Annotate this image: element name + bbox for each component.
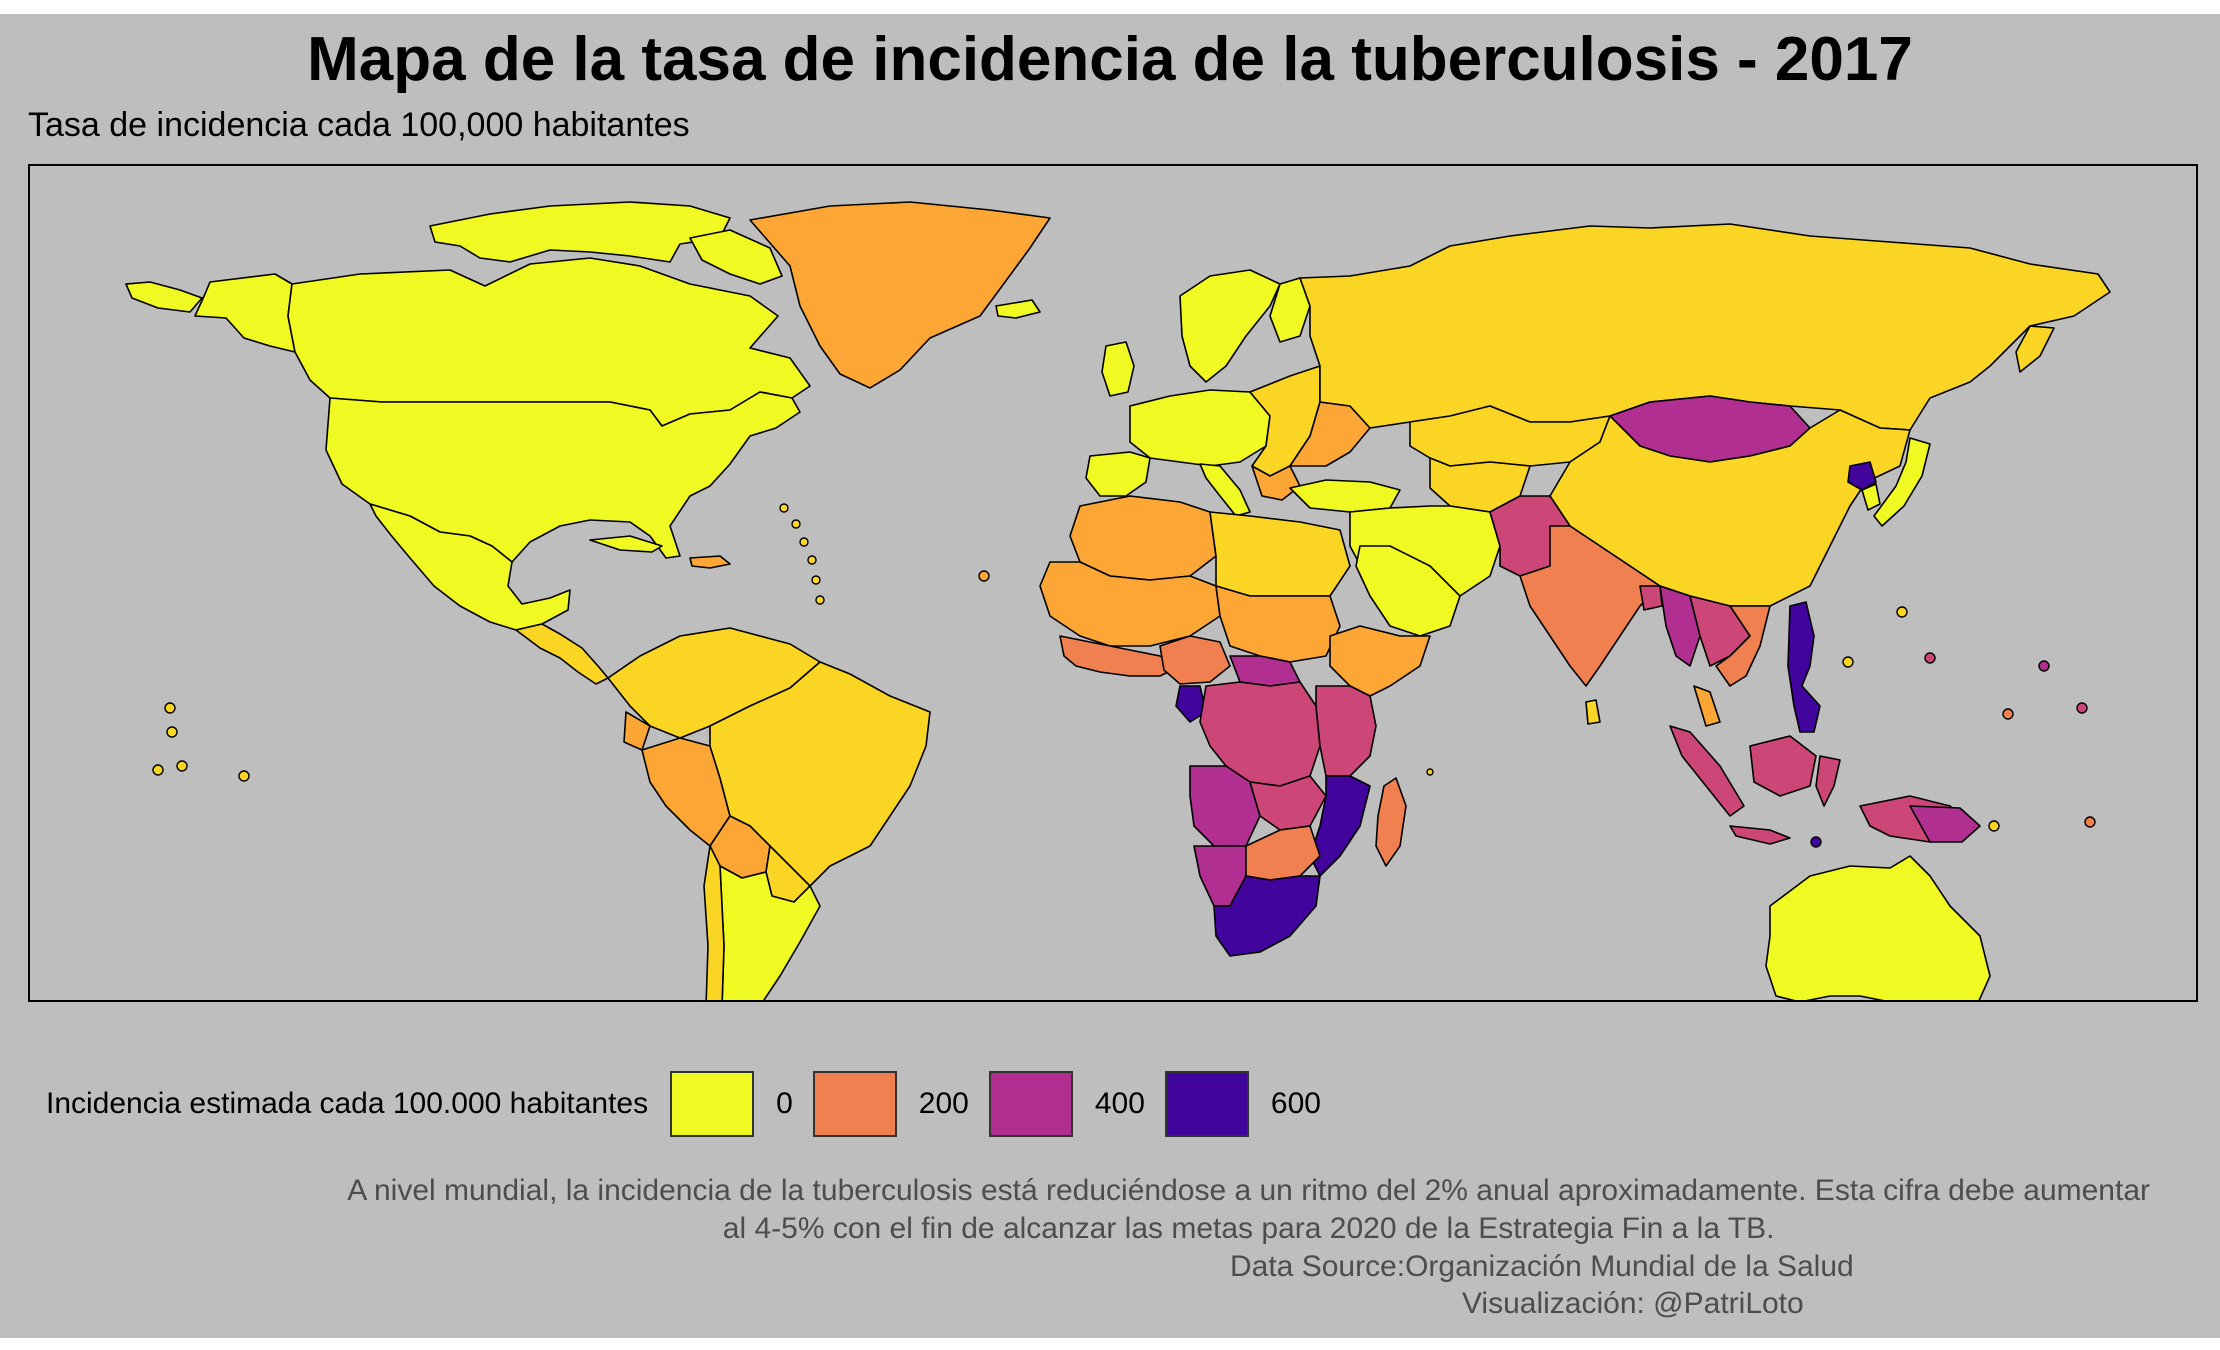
region-uk (1101, 341, 1135, 397)
region-central-america (515, 623, 609, 685)
region-zambia (1249, 775, 1327, 831)
region-south-africa (1213, 875, 1321, 957)
island-caribbean-3 (799, 537, 809, 547)
legend-label: 400 (1094, 1087, 1145, 1120)
island-caribbean-5 (811, 575, 821, 585)
region-kamchatka (2015, 325, 2055, 373)
island-kiribati (2038, 660, 2050, 672)
region-canada-arctic-islands (429, 201, 731, 263)
map-title: Mapa de la tasa de incidencia de la tube… (307, 25, 1913, 94)
island-mauritius (1426, 768, 1434, 776)
legend-label: 0 (776, 1087, 793, 1120)
island-solomon (1988, 820, 2000, 832)
region-west-africa-coast (1059, 635, 1181, 677)
region-australia (1765, 855, 1991, 1000)
region-papua-new-guinea (1909, 805, 1981, 843)
caption-line-1: A nivel mundial, la incidencia de la tub… (347, 1174, 2150, 1207)
region-japan (1873, 437, 1931, 527)
region-mozambique (1309, 775, 1371, 877)
island-pacific-4 (176, 760, 188, 772)
island-caribbean-4 (807, 555, 817, 565)
region-western-europe (1129, 389, 1271, 467)
world-map (125, 201, 2111, 1000)
legend-label: 600 (1270, 1087, 1321, 1120)
caption-source: Data Source:Organización Mundial de la S… (1230, 1250, 1854, 1283)
region-bangladesh (1639, 585, 1663, 611)
region-ethiopia-somalia (1329, 625, 1431, 697)
region-alaska-peninsula (125, 281, 203, 313)
region-vietnam-cambodia (1715, 605, 1771, 687)
legend-item-200: 200 (812, 1071, 969, 1137)
region-botswana-zimbabwe (1245, 825, 1321, 881)
region-north-korea (1847, 461, 1877, 491)
island-caribbean-1 (779, 503, 789, 513)
region-baffin (689, 229, 783, 285)
island-tuvalu (2076, 702, 2088, 714)
region-iceland (995, 299, 1041, 319)
region-sri-lanka (1585, 699, 1601, 725)
island-pacific-5 (238, 770, 250, 782)
region-borneo (1749, 735, 1817, 797)
region-gabon (1175, 685, 1207, 723)
island-cape-verde (978, 570, 990, 582)
region-mexico (369, 503, 571, 631)
region-turkey (1289, 479, 1401, 513)
legend-swatch (988, 1071, 1073, 1137)
region-haiti (689, 555, 731, 569)
region-greenland (749, 201, 1051, 389)
island-pacific-3 (152, 764, 164, 776)
region-malaysia (1693, 685, 1721, 727)
region-argentina (719, 865, 821, 1000)
caption-line-2: al 4-5% con el fin de alcanzar las metas… (722, 1212, 1775, 1245)
region-java (1729, 825, 1791, 845)
region-india (1519, 525, 1661, 687)
island-pacific-2 (166, 726, 178, 738)
legend-item-600: 600 (1164, 1071, 1321, 1137)
island-caribbean-6 (815, 595, 825, 605)
legend-title: Incidencia estimada cada 100.000 habitan… (46, 1087, 649, 1120)
region-chad-sudan (1215, 585, 1341, 663)
legend-label: 200 (918, 1087, 969, 1120)
caption-credit: Visualización: @PatriLoto (1461, 1287, 1804, 1320)
region-arabia (1355, 545, 1461, 637)
island-pacific-1 (164, 702, 176, 714)
map-panel (28, 164, 2198, 1002)
region-alaska (194, 273, 296, 353)
region-south-korea (1861, 483, 1881, 511)
region-madagascar (1375, 777, 1407, 867)
region-sulawesi (1815, 755, 1841, 807)
legend-swatch (670, 1071, 755, 1137)
caption-credits: Data Source:Organización Mundial de la S… (1230, 1248, 1854, 1322)
island-fiji (2084, 816, 2096, 828)
island-timor (1810, 836, 1822, 848)
region-philippines (1787, 601, 1821, 733)
island-caribbean-2 (791, 519, 801, 529)
region-iberia (1085, 451, 1151, 497)
map-subtitle: Tasa de incidencia cada 100,000 habitant… (28, 106, 690, 144)
region-italy (1199, 463, 1251, 517)
legend-swatch (1164, 1071, 1249, 1137)
legend-swatch (812, 1071, 897, 1137)
legend: Incidencia estimada cada 100.000 habitan… (46, 1069, 1341, 1139)
region-scandinavia (1179, 269, 1281, 383)
region-sumatra (1669, 725, 1745, 817)
region-cuba (589, 535, 663, 553)
island-micronesia-1 (1896, 606, 1908, 618)
island-marshall (2002, 708, 2014, 720)
region-east-africa (1315, 685, 1377, 777)
region-libya-egypt (1209, 511, 1351, 597)
region-chile (703, 845, 725, 1000)
caption: A nivel mundial, la incidencia de la tub… (347, 1172, 2150, 1248)
figure-background: Mapa de la tasa de incidencia de la tube… (0, 14, 2220, 1338)
legend-item-400: 400 (988, 1071, 1145, 1137)
region-nigeria (1159, 635, 1231, 685)
island-micronesia-3 (1924, 652, 1936, 664)
island-micronesia-2 (1842, 656, 1854, 668)
legend-item-0: 0 (670, 1071, 793, 1137)
region-sahel-west (1039, 561, 1221, 647)
